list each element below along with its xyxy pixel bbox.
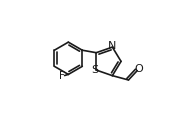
Text: N: N	[108, 41, 116, 51]
Text: O: O	[135, 64, 143, 74]
Text: S: S	[92, 65, 99, 75]
Text: F: F	[59, 71, 64, 81]
